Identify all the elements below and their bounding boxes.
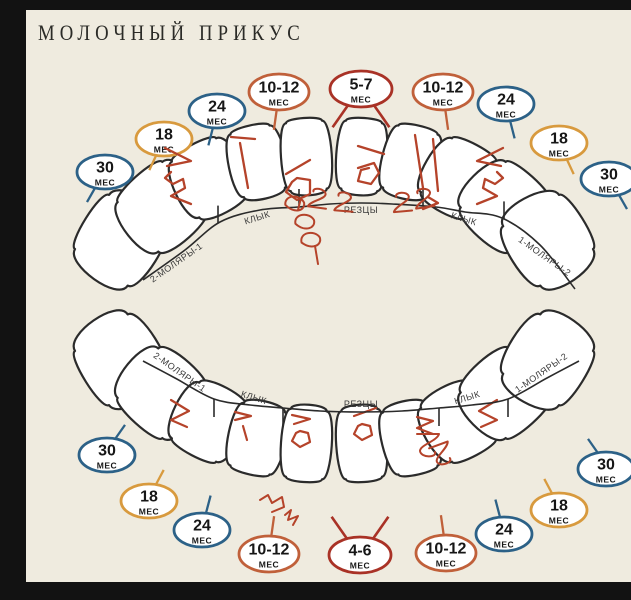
svg-text:МЕС: МЕС [154, 144, 174, 154]
svg-text:МЕС: МЕС [596, 474, 616, 484]
svg-text:МЕС: МЕС [259, 559, 279, 569]
svg-text:24: 24 [497, 92, 515, 109]
svg-text:5-7: 5-7 [349, 77, 372, 94]
svg-text:30: 30 [597, 457, 615, 474]
svg-text:18: 18 [550, 498, 568, 515]
svg-text:18: 18 [550, 131, 568, 148]
svg-text:МЕС: МЕС [496, 109, 516, 119]
svg-text:10-12: 10-12 [259, 80, 300, 97]
svg-text:МЕС: МЕС [436, 558, 456, 568]
svg-text:МЕС: МЕС [95, 177, 115, 187]
svg-text:30: 30 [600, 167, 618, 184]
svg-text:30: 30 [96, 160, 114, 177]
svg-text:МЕС: МЕС [350, 560, 370, 570]
svg-text:24: 24 [495, 522, 513, 539]
svg-text:МЕС: МЕС [269, 97, 289, 107]
svg-text:МЕС: МЕС [494, 539, 514, 549]
svg-text:4-6: 4-6 [348, 543, 371, 560]
svg-text:МЕС: МЕС [97, 460, 117, 470]
svg-text:18: 18 [140, 489, 158, 506]
svg-text:МЕС: МЕС [433, 97, 453, 107]
svg-text:МЕС: МЕС [549, 515, 569, 525]
svg-text:18: 18 [155, 127, 173, 144]
svg-text:КЛЫК: КЛЫК [243, 209, 271, 226]
svg-text:24: 24 [208, 99, 226, 116]
svg-text:МЕС: МЕС [351, 94, 371, 104]
svg-text:МЕС: МЕС [207, 116, 227, 126]
svg-text:24: 24 [193, 518, 211, 535]
svg-text:РЕЗЦЫ: РЕЗЦЫ [344, 399, 378, 409]
svg-text:РЕЗЦЫ: РЕЗЦЫ [344, 205, 378, 215]
svg-text:МЕС: МЕС [549, 148, 569, 158]
svg-text:МЕС: МЕС [192, 535, 212, 545]
svg-text:МЕС: МЕС [139, 506, 159, 516]
svg-text:10-12: 10-12 [423, 80, 464, 97]
svg-text:30: 30 [98, 443, 116, 460]
svg-text:10-12: 10-12 [249, 542, 290, 559]
svg-text:10-12: 10-12 [426, 541, 467, 558]
svg-text:МЕС: МЕС [599, 184, 619, 194]
